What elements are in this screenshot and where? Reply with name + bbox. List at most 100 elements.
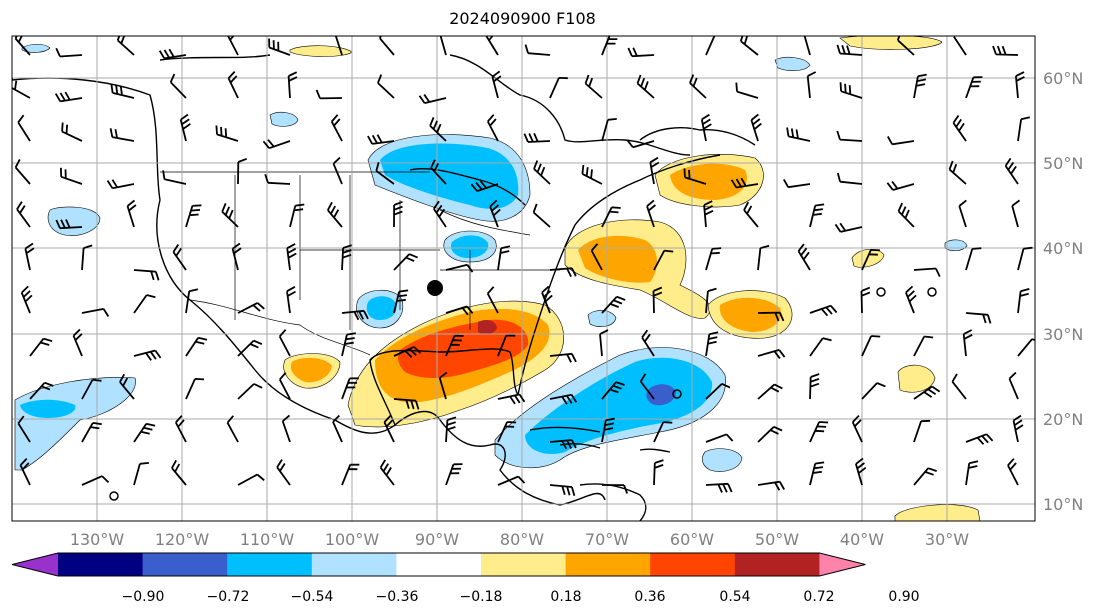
wind-barb (809, 203, 825, 228)
wind-barb (133, 462, 149, 486)
wind-barb (1008, 371, 1019, 400)
wind-barb (653, 249, 674, 271)
wind-barb (171, 459, 187, 486)
wind-barb (533, 160, 551, 185)
wind-barb (72, 328, 83, 357)
wind-barb (601, 381, 625, 400)
wind-barb (438, 371, 448, 400)
wind-barb (119, 373, 135, 400)
wind-barb (532, 203, 551, 228)
wind-barb (757, 383, 783, 400)
wind-barb (231, 242, 242, 271)
wind-barb (839, 82, 863, 99)
wind-barb (433, 200, 447, 228)
wind-barb (705, 331, 719, 357)
wind-barb (897, 202, 915, 228)
lon-label: 90°W (415, 530, 459, 549)
wind-barb (834, 222, 863, 233)
wind-barb (965, 247, 982, 271)
wind-barb (700, 113, 712, 142)
wind-barb (439, 36, 447, 56)
wind-barb (705, 482, 733, 493)
colorbar-segment (565, 553, 651, 576)
wind-barb (1015, 71, 1025, 99)
wind-barb (497, 334, 516, 357)
wind-barb (1004, 157, 1019, 185)
colorbar-segment (734, 553, 820, 576)
wind-barb (1011, 199, 1021, 228)
wind-barb (783, 178, 811, 189)
colorbar-tick-label: −0.90 (122, 589, 165, 605)
lat-label: 50°N (1043, 154, 1083, 173)
wind-barb (1017, 116, 1031, 142)
wind-barb (393, 398, 420, 410)
wind-barb (549, 439, 577, 450)
wind-barb (185, 336, 208, 357)
wind-barb (601, 118, 617, 142)
wind-barb (327, 201, 343, 228)
wind-barb (965, 312, 992, 324)
wind-barb (17, 415, 31, 443)
wind-barb (287, 71, 298, 99)
wind-barb (703, 200, 714, 228)
wind-barb (913, 335, 934, 357)
wind-barb (743, 201, 759, 228)
colorbar-segment (311, 553, 397, 576)
wind-barb (705, 433, 734, 443)
wind-barb (757, 480, 785, 491)
wind-barb (175, 415, 187, 443)
wind-barb (16, 201, 31, 228)
wind-barb (636, 74, 655, 99)
wind-barb (948, 160, 967, 185)
wind-barb (965, 460, 979, 486)
wind-barb (24, 242, 35, 271)
wind-barb (952, 114, 967, 142)
wind-barb (237, 339, 263, 357)
wind-barb (486, 286, 499, 314)
lat-label: 20°N (1043, 410, 1083, 429)
wind-barb (17, 114, 31, 142)
wind-barb (133, 294, 156, 314)
wind-barb (169, 73, 187, 99)
colorbar-segment (650, 553, 736, 576)
wind-barb (913, 385, 941, 400)
calm-marker (876, 287, 886, 297)
colorbar-tick-label: −0.36 (376, 589, 419, 605)
wind-barb (1017, 288, 1030, 314)
wind-barb (330, 114, 343, 142)
wind-barb (289, 203, 305, 228)
wind-barb (497, 245, 511, 271)
lon-label: 50°W (755, 530, 799, 549)
colorbar-tick-label: 0.18 (550, 589, 581, 605)
wind-barb (860, 286, 871, 314)
lat-label: 40°N (1043, 239, 1083, 258)
wind-barb (653, 421, 673, 443)
wind-barb (962, 329, 973, 357)
wind-barb (809, 421, 829, 443)
wind-barb (851, 414, 863, 443)
wind-barb (185, 378, 205, 400)
colorbar-extend-low (12, 553, 58, 576)
wind-barb (705, 36, 724, 56)
colorbar-ticks: −0.90 −0.72 −0.54 −0.36 −0.18 0.18 0.36 … (122, 589, 920, 605)
wind-barb (757, 425, 783, 443)
wind-barb (12, 78, 31, 99)
colorbar-segment (227, 553, 313, 576)
wind-barb (375, 161, 395, 185)
wind-barb (809, 373, 820, 400)
wind-barb (81, 422, 102, 443)
wind-barb (276, 459, 291, 486)
wind-barb (601, 484, 629, 494)
wind-barb (601, 36, 618, 56)
lon-label: 130°W (70, 530, 125, 549)
wind-barb (913, 73, 927, 99)
wind-barb (524, 44, 551, 56)
lon-label: 30°W (925, 530, 969, 549)
wind-barb (905, 285, 917, 314)
wind-barb (705, 382, 731, 400)
wind-barb (489, 199, 501, 228)
wind-barb (185, 204, 202, 228)
wind-barb (523, 132, 551, 143)
wind-barb (705, 287, 717, 314)
latitude-labels: 60°N 50°N 40°N 30°N 20°N 10°N (1043, 69, 1083, 514)
